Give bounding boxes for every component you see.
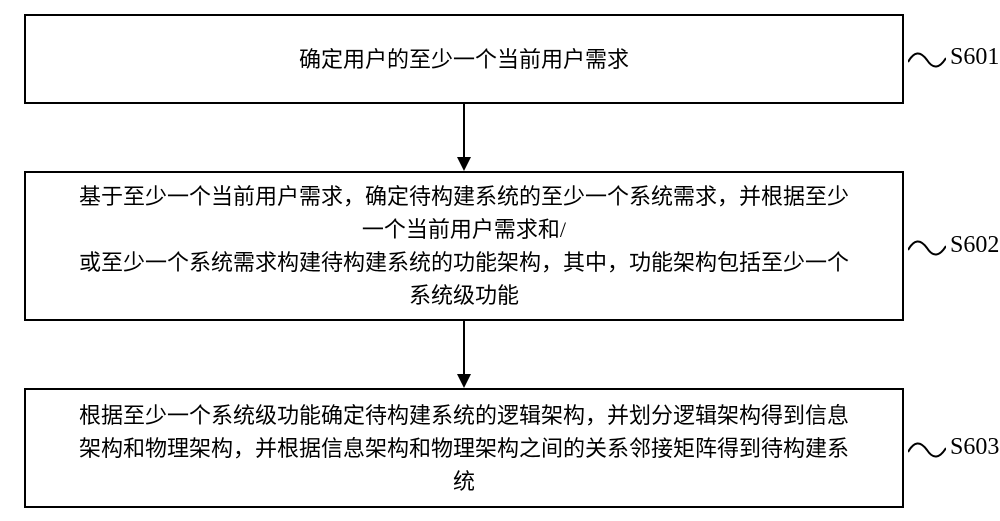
- step-label-s603: S603: [950, 434, 999, 461]
- flowchart-canvas: 确定用户的至少一个当前用户需求 S601 基于至少一个当前用户需求，确定待构建系…: [0, 0, 1000, 521]
- step-text-s601: 确定用户的至少一个当前用户需求: [299, 43, 629, 76]
- step-label-s601: S601: [950, 44, 999, 71]
- arrow-head-s601-s602: [457, 157, 471, 171]
- step-text-s602: 基于至少一个当前用户需求，确定待构建系统的至少一个系统需求，并根据至少 一个当前…: [79, 180, 849, 312]
- connector-squiggle-s602: [908, 236, 946, 260]
- step-label-s602: S602: [950, 232, 999, 259]
- step-text-s603: 根据至少一个系统级功能确定待构建系统的逻辑架构，并划分逻辑架构得到信息 架构和物…: [79, 399, 849, 498]
- arrow-s602-s603: [463, 321, 465, 374]
- connector-squiggle-s603: [908, 438, 946, 462]
- arrow-head-s602-s603: [457, 374, 471, 388]
- connector-squiggle-s601: [908, 48, 946, 72]
- step-box-s603: 根据至少一个系统级功能确定待构建系统的逻辑架构，并划分逻辑架构得到信息 架构和物…: [24, 388, 904, 508]
- step-box-s601: 确定用户的至少一个当前用户需求: [24, 14, 904, 104]
- step-box-s602: 基于至少一个当前用户需求，确定待构建系统的至少一个系统需求，并根据至少 一个当前…: [24, 171, 904, 321]
- arrow-s601-s602: [463, 104, 465, 157]
